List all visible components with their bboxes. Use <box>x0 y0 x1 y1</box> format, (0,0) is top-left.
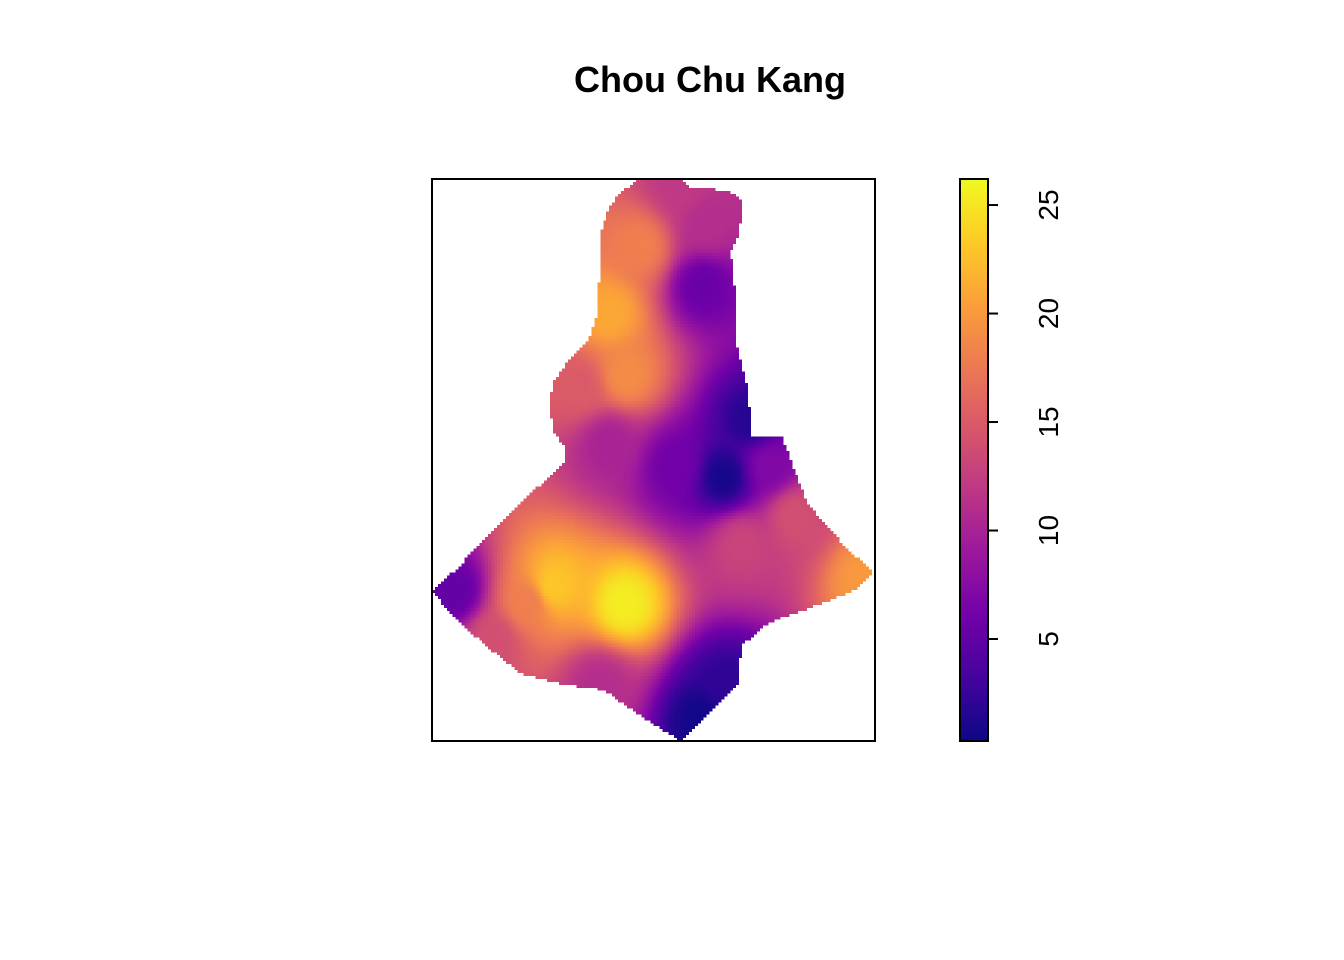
heatmap-raster <box>432 179 875 741</box>
map-panel <box>431 178 876 742</box>
map-frame <box>431 178 876 742</box>
colorbar-tick-label: 20 <box>1033 298 1064 329</box>
colorbar-ramp <box>960 179 988 741</box>
colorbar-tick-label: 25 <box>1033 189 1064 220</box>
colorbar-frame <box>959 178 989 742</box>
chart-title: Chou Chu Kang <box>574 59 846 100</box>
colorbar-ticks: 5 10 15 20 25 <box>988 189 1064 647</box>
colorbar-tick-label: 10 <box>1033 515 1064 546</box>
colorbar-tick-label: 5 <box>1033 631 1064 647</box>
colorbar-legend: 5 10 15 20 25 <box>959 178 1064 742</box>
colorbar-tick-label: 15 <box>1033 406 1064 437</box>
